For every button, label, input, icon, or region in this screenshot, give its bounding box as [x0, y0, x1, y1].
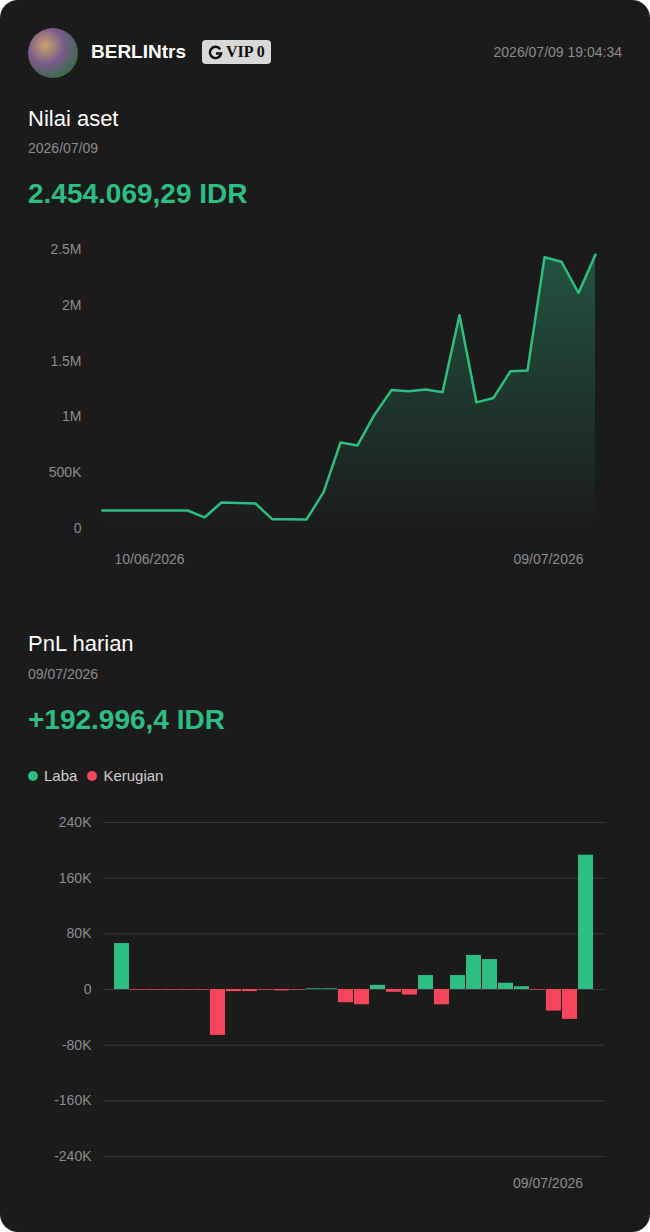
svg-text:1M: 1M — [62, 408, 81, 424]
html-text:2.454.069,29 IDR: 2.454.069,29 IDR — [28, 178, 248, 209]
svg-text:09/07/2026: 09/07/2026 — [513, 551, 583, 567]
svg-text:-80K: -80K — [62, 1037, 92, 1053]
html-text:Nilai aset: Nilai aset — [28, 106, 119, 131]
svg-text:240K: 240K — [59, 814, 92, 830]
html-text:2026/07/09 19:04:34: 2026/07/09 19:04:34 — [493, 44, 622, 60]
svg-text:-240K: -240K — [54, 1148, 92, 1164]
html-text:+192.996,4 IDR: +192.996,4 IDR — [28, 704, 225, 735]
html-text:Kerugian: Kerugian — [103, 767, 164, 784]
html-text:Laba: Laba — [44, 767, 78, 784]
svg-text:500K: 500K — [49, 464, 82, 480]
html-text:09/07/2026: 09/07/2026 — [28, 666, 99, 682]
svg-text:2M: 2M — [62, 297, 81, 313]
html-text:2026/07/09: 2026/07/09 — [28, 140, 99, 156]
html-text:PnL harian: PnL harian — [28, 631, 134, 656]
svg-text:2.5M: 2.5M — [50, 241, 81, 257]
html-text:VIP 0: VIP 0 — [226, 43, 265, 60]
svg-text:10/06/2026: 10/06/2026 — [115, 551, 185, 567]
svg-text:1.5M: 1.5M — [50, 353, 81, 369]
svg-text:0: 0 — [74, 520, 82, 536]
svg-text:09/07/2026: 09/07/2026 — [513, 1175, 583, 1191]
svg-text:0: 0 — [84, 981, 92, 997]
svg-text:-160K: -160K — [54, 1092, 92, 1108]
html-text:BERLINtrs: BERLINtrs — [91, 41, 186, 62]
svg-text:160K: 160K — [59, 870, 92, 886]
svg-text:80K: 80K — [67, 925, 93, 941]
